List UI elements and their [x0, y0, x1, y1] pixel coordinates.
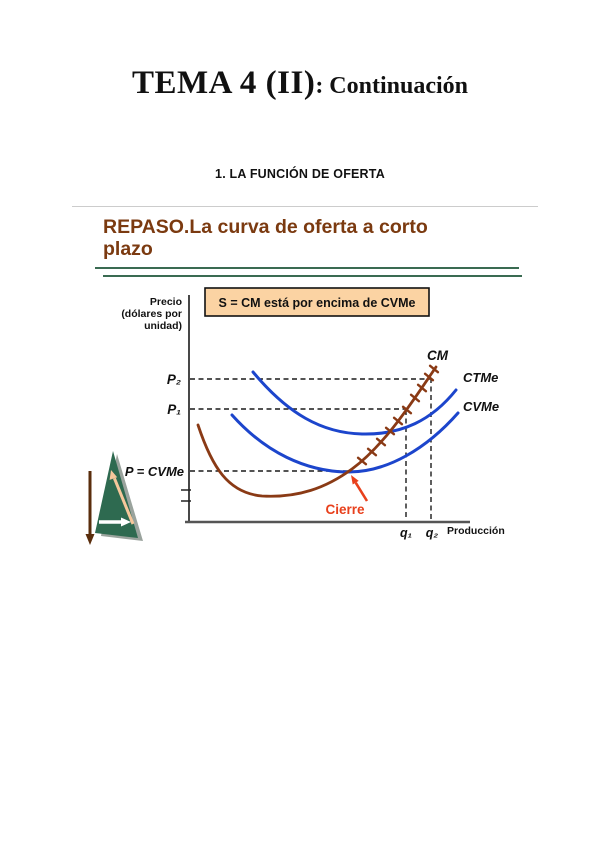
- y-axis-label-line3: unidad): [144, 320, 182, 332]
- ctme-curve-label: CTMe: [463, 370, 498, 385]
- section-heading: 1. LA FUNCIÓN DE OFERTA: [215, 167, 385, 181]
- slide-figure: REPASO.La curva de oferta a corto plazo: [72, 206, 538, 549]
- slide-title-line1: REPASO.La curva de oferta a corto: [103, 216, 428, 238]
- slide-title-underline-bottom: [103, 275, 522, 277]
- p1-label: P₁: [167, 402, 181, 417]
- document-title-suffix: : Continuación: [315, 73, 469, 99]
- cvme-curve-label: CVMe: [463, 399, 499, 414]
- x-axis-label: Producción: [447, 525, 505, 537]
- document-title-main: TEMA 4 (II): [131, 65, 316, 101]
- logo-peach-arrow: [113, 477, 135, 525]
- slide-title-underline-top: [95, 267, 519, 269]
- p2-label: P₂: [167, 372, 181, 387]
- triangle-logo: [85, 451, 143, 545]
- callout-box: [204, 287, 430, 317]
- callout-text: S = CM está por encima de CVMe: [219, 296, 416, 310]
- document-title: TEMA 4 (II): Continuación: [0, 64, 600, 102]
- triangle-green: [95, 451, 138, 538]
- q1-label: q₁: [400, 526, 412, 540]
- logo-white-arrow-head: [121, 517, 131, 527]
- cierre-arrow-head: [351, 475, 359, 485]
- cvme-curve: [230, 411, 460, 474]
- cm-curve-label: CM: [427, 348, 449, 363]
- supply-hatch-marks: [356, 364, 440, 466]
- logo-peach-arrow-head: [109, 470, 118, 480]
- cost-curves-chart: S = CM está por encima de CVMe Precio (d…: [85, 287, 505, 545]
- ctme-curve: [251, 370, 458, 436]
- q2-label: q₂: [426, 526, 439, 540]
- p-cvme-label: P = CVMe: [125, 464, 184, 479]
- slide-title-line2: plazo: [103, 237, 153, 260]
- slide-title: REPASO.La curva de oferta a corto plazo: [103, 216, 533, 260]
- cierre-label: Cierre: [325, 502, 365, 517]
- cierre-arrow-line: [354, 482, 369, 502]
- logo-brown-arrow-head: [85, 534, 95, 545]
- y-axis-label-line2: (dólares por: [121, 308, 182, 320]
- cm-curve: [196, 365, 438, 498]
- y-axis-label-line1: Precio: [150, 296, 182, 308]
